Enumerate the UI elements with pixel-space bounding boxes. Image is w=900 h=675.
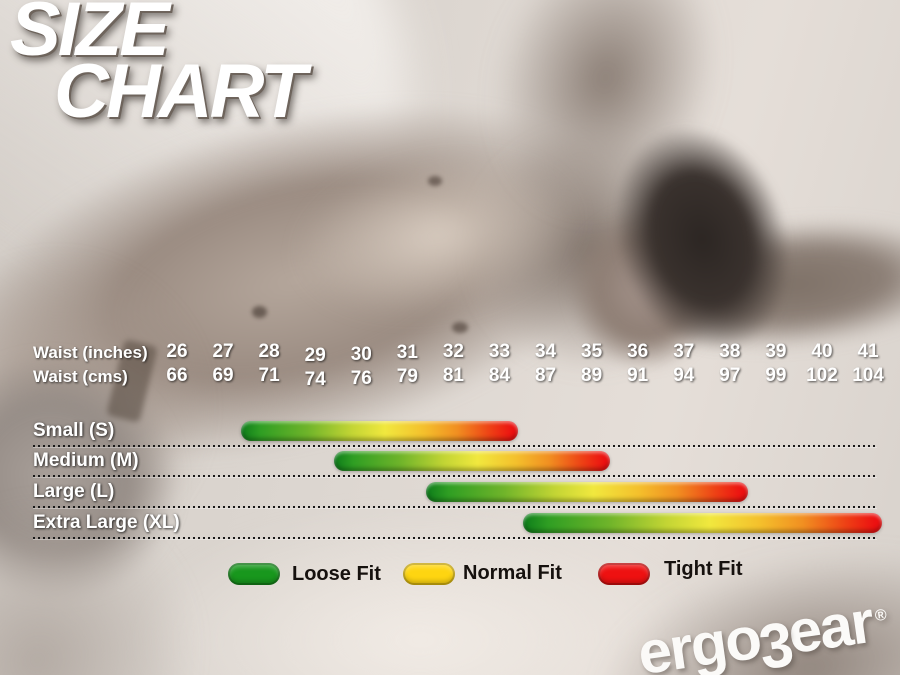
photo-detail-dot [252,306,267,318]
waist-cms-tick-94: 94 [673,365,695,386]
waist-cms-tick-104: 104 [852,365,884,386]
waist-cms-tick-76: 76 [350,368,372,389]
fit-range-bar [425,482,749,502]
waist-inches-tick-32: 32 [442,341,464,362]
waist-inches-label: Waist (inches) [33,343,148,362]
waist-cms-tick-74: 74 [304,369,326,390]
legend-swatch-icon [598,563,650,585]
waist-cms-tick-81: 81 [442,365,464,386]
row-separator-dotted-line [33,475,877,477]
waist-inches-tick-29: 29 [304,345,326,366]
photo-detail-dot [452,322,468,333]
legend-label: Normal Fit [463,562,562,584]
waist-cms-tick-91: 91 [627,365,649,386]
waist-cms-label: Waist (cms) [33,367,128,386]
row-separator-dotted-line [33,445,877,447]
waist-cms-tick-89: 89 [581,365,603,386]
waist-inches-tick-36: 36 [627,341,649,362]
waist-inches-tick-34: 34 [534,341,557,362]
waist-cms-tick-102: 102 [806,365,838,386]
waist-inches-tick-31: 31 [396,342,418,363]
size-row-label: Extra Large (XL) [33,512,180,533]
waist-inches-tick-39: 39 [765,341,787,362]
waist-inches-tick-37: 37 [673,341,695,362]
waist-inches-tick-28: 28 [258,341,280,362]
waist-inches-tick-41: 41 [857,341,879,362]
fit-range-bar [333,451,611,471]
waist-cms-tick-69: 69 [212,365,234,386]
waist-inches-tick-26: 26 [166,341,188,362]
page-title-line-1: SIZE [10,0,170,72]
logo-text-ear: ear [783,588,877,667]
size-row-label: Medium (M) [33,450,139,471]
fit-range-bar [241,421,518,441]
size-row-label: Small (S) [33,420,115,441]
waist-inches-tick-40: 40 [811,341,833,362]
size-row-label: Large (L) [33,481,115,502]
waist-cms-tick-99: 99 [765,365,787,386]
waist-inches-tick-27: 27 [212,341,234,362]
waist-cms-tick-97: 97 [719,365,741,386]
legend-label: Loose Fit [292,563,381,585]
legend-swatch-icon [228,563,280,585]
waist-cms-tick-87: 87 [534,365,557,386]
waist-cms-tick-79: 79 [396,366,418,387]
photo-detail-dot [428,176,442,186]
waist-inches-tick-35: 35 [581,341,603,362]
waist-inches-tick-33: 33 [488,341,511,362]
waist-inches-tick-30: 30 [350,344,372,365]
waist-inches-tick-38: 38 [719,341,741,362]
row-separator-dotted-line [33,506,877,508]
waist-cms-tick-84: 84 [488,365,511,386]
waist-cms-tick-66: 66 [166,365,188,386]
legend-label: Tight Fit [664,558,743,580]
page-title-line-2: CHART [54,49,307,134]
legend-swatch-icon [403,563,455,585]
registered-trademark-icon: ® [873,606,888,626]
row-separator-dotted-line [33,537,877,539]
waist-cms-tick-71: 71 [258,365,280,386]
fit-range-bar [522,513,882,533]
